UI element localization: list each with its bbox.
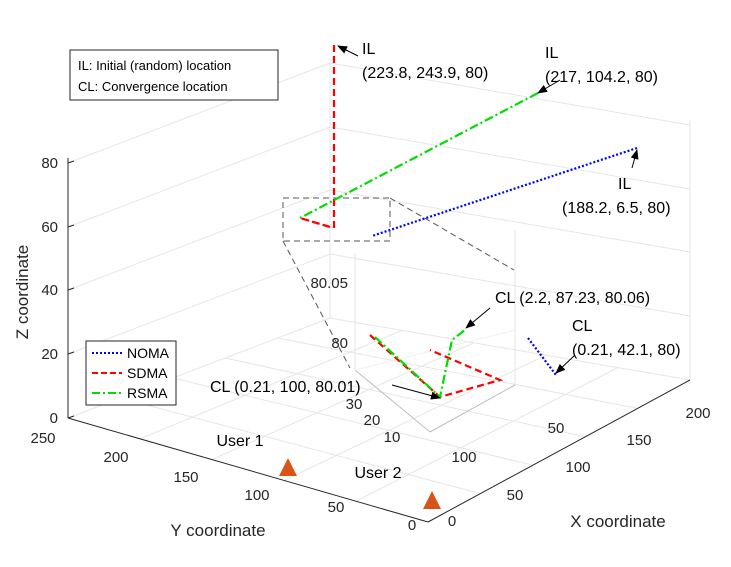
- y-tick-label: 0: [408, 517, 416, 534]
- x-axis-label: X coordinate: [570, 512, 665, 531]
- zoom-connector: [389, 197, 515, 271]
- z-tick-mark: [67, 287, 75, 291]
- x-tick-label: 150: [626, 432, 651, 449]
- z-tick-label: 60: [41, 219, 58, 236]
- legend-label-rsma: RSMA: [127, 385, 168, 401]
- y-tick-label: 100: [244, 487, 269, 504]
- series-rsma-line: [299, 92, 539, 219]
- annotation-cl-noma-line2: (0.21, 42.1, 80): [572, 342, 681, 359]
- y-tick-label: 200: [103, 449, 128, 466]
- z-tick-label: 80: [41, 155, 58, 172]
- user-markers: User 1 User 2: [216, 433, 441, 509]
- user-1-marker: [279, 458, 297, 476]
- z-tick-mark: [67, 415, 75, 419]
- grid-line: [67, 126, 331, 228]
- annotation-arrow: [465, 307, 491, 329]
- user-2-label: User 2: [354, 465, 401, 482]
- annotation-arrow: [630, 149, 639, 169]
- grid-line: [329, 253, 691, 317]
- grid-line: [172, 377, 533, 466]
- legend-label-sdma: SDMA: [127, 365, 168, 381]
- z-ticks: 0 20 40 60 80: [41, 155, 75, 427]
- inset-y-tick: 10: [384, 429, 401, 446]
- inset-y-tick: 20: [364, 412, 381, 429]
- grid-line: [67, 62, 331, 164]
- annotation-cl-sdma: CL (0.21, 100, 80.01): [210, 379, 361, 396]
- grid-line: [277, 337, 638, 409]
- legend-label-noma: NOMA: [127, 345, 170, 361]
- y-tick-label: 250: [30, 430, 55, 447]
- annotation-cl-rsma: CL (2.2, 87.23, 80.06): [495, 290, 650, 307]
- user-1-label: User 1: [216, 433, 263, 450]
- z-tick-label: 0: [50, 410, 58, 427]
- inset-grid: [354, 329, 516, 371]
- annotation-arrow: [337, 45, 359, 57]
- zoom-connector: [282, 240, 351, 369]
- x-tick-label: 200: [685, 405, 710, 422]
- grid-line: [329, 62, 691, 126]
- grid-line: [225, 357, 586, 438]
- annotation-il-rsma-line1: IL: [545, 45, 558, 62]
- grid-line: [329, 126, 691, 190]
- annotations: IL (223.8, 243.9, 80) IL (217, 104.2, 80…: [210, 41, 681, 400]
- z-tick-mark: [67, 160, 75, 164]
- grid-line: [355, 367, 619, 502]
- x-axis-line: [427, 379, 691, 523]
- grid-line: [139, 329, 403, 440]
- z-axis-label: Z coordinate: [13, 245, 32, 340]
- legend: NOMA SDMA RSMA: [85, 340, 177, 406]
- z-tick-label: 40: [41, 282, 58, 299]
- grid-line: [120, 397, 481, 495]
- grid-line: [67, 189, 331, 291]
- inset-z-tick: 80: [331, 335, 348, 352]
- z-tick-mark: [67, 351, 75, 355]
- series-sdma-line: [299, 45, 336, 230]
- x-tick-label: 50: [507, 487, 524, 504]
- axes: [67, 158, 691, 523]
- annotation-il-noma-line2: (188.2, 6.5, 80): [562, 200, 671, 217]
- inset-axis-line: [429, 384, 516, 433]
- info-box: IL: Initial (random) location CL: Conver…: [69, 49, 279, 101]
- info-box-frame: [69, 49, 279, 101]
- annotation-cl-noma-line1: CL: [572, 318, 593, 335]
- inset-z-tick: 80.05: [310, 275, 348, 292]
- annotation-arrow: [537, 79, 561, 94]
- grid-line: [211, 342, 475, 461]
- inset-x-tick: 100: [451, 449, 476, 466]
- annotation-il-sdma-line2: (223.8, 243.9, 80): [362, 65, 488, 82]
- annotation-il-sdma-line1: IL: [362, 41, 375, 58]
- x-ticks: 0 50 100 150 200: [448, 405, 711, 530]
- grid: [67, 58, 691, 502]
- inset-axes: 80.05 80 30 20 10 100 50: [310, 230, 564, 466]
- y-axis-label: Y coordinate: [170, 521, 265, 540]
- y-axis-line: [67, 417, 429, 523]
- inset-x-tick: 50: [548, 420, 565, 437]
- info-box-line2: CL: Convergence location: [78, 79, 228, 94]
- inset-y-tick: 30: [346, 396, 363, 413]
- grid-line: [67, 253, 331, 355]
- inset-rsma-line: [374, 329, 466, 400]
- y-ticks: 250 200 150 100 50 0: [30, 430, 416, 534]
- inset-axis-line: [354, 369, 431, 433]
- y-tick-label: 150: [173, 469, 198, 486]
- series-noma-line: [371, 146, 638, 238]
- z-tick-mark: [67, 224, 75, 228]
- annotation-arrow: [391, 384, 441, 400]
- user-2-marker: [423, 491, 441, 509]
- z-tick-label: 20: [41, 346, 58, 363]
- x-tick-label: 0: [448, 513, 456, 530]
- grid-line: [329, 317, 691, 381]
- grid-line: [283, 354, 547, 481]
- annotation-arrow: [555, 354, 576, 374]
- annotation-il-noma-line1: IL: [618, 176, 631, 193]
- grid-line: [329, 189, 691, 253]
- annotation-il-rsma-line2: (217, 104.2, 80): [545, 69, 658, 86]
- info-box-line1: IL: Initial (random) location: [78, 58, 231, 73]
- series-layer: [299, 45, 638, 400]
- y-tick-label: 50: [328, 499, 345, 516]
- x-tick-label: 100: [565, 459, 590, 476]
